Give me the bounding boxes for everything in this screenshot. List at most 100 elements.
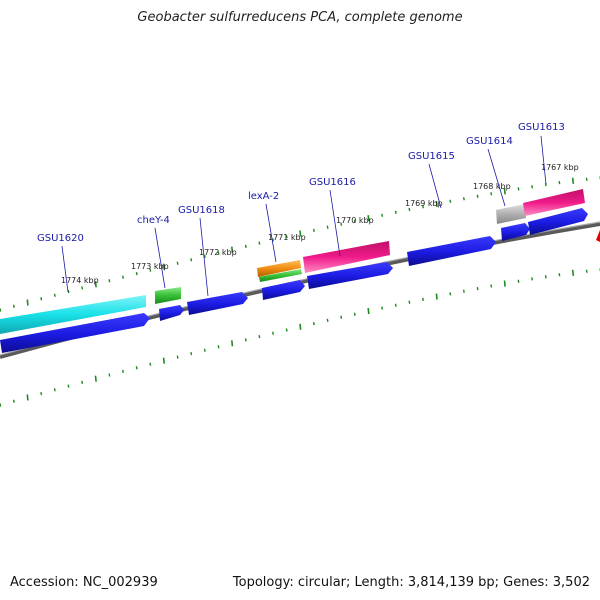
scale-label: 1771 kbp (268, 233, 306, 242)
inner-tick (353, 312, 356, 316)
inner-tick (571, 269, 575, 276)
inner-tick (26, 394, 29, 401)
inner-tick (203, 348, 206, 352)
outer-tick (367, 215, 370, 222)
inner-tick (367, 308, 370, 315)
outer-tick (476, 194, 479, 198)
outer-tick (135, 271, 138, 276)
feature-gsu1614-gray (496, 204, 526, 224)
inner-tick (12, 399, 15, 403)
outer-tick (462, 197, 465, 201)
inner-tick (394, 303, 397, 307)
cds-gsu1616 (307, 262, 393, 289)
outer-tick-ring (0, 176, 600, 312)
inner-tick (312, 321, 315, 326)
genome-stats-text: Topology: circular; Length: 3,814,139 bp… (232, 575, 590, 590)
inner-tick (272, 331, 274, 335)
outer-tick (0, 308, 2, 312)
feature-gsu1613-pink (523, 189, 585, 216)
gene-label: GSU1620 (37, 233, 84, 244)
outer-tick (585, 177, 588, 181)
outer-tick (203, 254, 206, 259)
cds-gsu1618 (187, 292, 248, 315)
feature-lexa2-orange (257, 260, 301, 277)
cds-gsu1615 (407, 236, 496, 266)
outer-tick (558, 180, 561, 185)
inner-tick (149, 362, 152, 366)
inner-tick (285, 328, 288, 332)
outer-tick (53, 293, 56, 297)
outer-tick (435, 200, 438, 208)
inner-tick (67, 384, 70, 388)
inner-tick (544, 275, 547, 279)
inner-tick (476, 286, 479, 291)
outer-tick (381, 213, 384, 217)
outer-tick (94, 281, 97, 288)
inner-tick (122, 369, 124, 374)
inner-tick (135, 366, 138, 370)
outer-tick (108, 279, 111, 283)
outer-tick (272, 238, 274, 242)
scale-label: 1772 kbp (199, 248, 237, 257)
feature-gsu1620-cyan (0, 295, 146, 334)
scale-labels: 1774 kbp 1773 kbp 1772 kbp 1771 kbp 1770… (61, 163, 579, 285)
feature-chey4-green (155, 287, 181, 304)
inner-tick (231, 340, 234, 347)
gene-label: GSU1614 (466, 136, 513, 147)
outer-tick (312, 228, 315, 233)
outer-tick (12, 304, 15, 308)
cds-gsu1613 (528, 208, 588, 235)
scale-label: 1768 kbp (473, 182, 511, 191)
outer-tick (490, 192, 493, 196)
inner-tick (462, 289, 465, 293)
inner-tick (381, 306, 384, 310)
outer-tick (40, 297, 43, 301)
outer-tick (122, 275, 124, 279)
outer-tick (149, 268, 152, 272)
inner-tick (299, 323, 302, 330)
outer-tick (449, 199, 452, 203)
origin-marker-icon (596, 230, 600, 242)
inner-tick (162, 357, 165, 364)
map-title: Geobacter sulfurreducens PCA, complete g… (137, 10, 463, 25)
outer-tick (231, 246, 234, 253)
outer-tick (340, 222, 343, 226)
gene-label: lexA-2 (248, 191, 279, 202)
scale-label: 1770 kbp (336, 216, 374, 225)
gene-label: cheY-4 (137, 215, 170, 226)
outer-tick (571, 177, 575, 184)
inner-tick (503, 280, 506, 287)
inner-tick (422, 297, 424, 302)
outer-tick (258, 241, 261, 245)
inner-tick (108, 373, 111, 377)
outer-tick (531, 185, 534, 189)
inner-tick (517, 279, 520, 283)
outer-tick (326, 225, 329, 229)
feature-gsu1616-pink (303, 241, 390, 273)
inner-tick (190, 351, 193, 356)
outer-tick (217, 251, 220, 255)
inner-tick (490, 284, 493, 288)
outer-tick (422, 205, 424, 209)
outer-tick (81, 286, 84, 290)
outer-tick (517, 187, 520, 191)
cds-gsu1614 (501, 223, 530, 241)
outer-tick (408, 207, 411, 212)
scale-label: 1769 kbp (405, 199, 443, 208)
gene-label: GSU1618 (178, 205, 225, 216)
label-leaders (61, 135, 547, 297)
inner-tick (326, 318, 329, 323)
inner-tick (340, 315, 343, 319)
inner-tick (40, 391, 43, 396)
inner-tick (585, 269, 588, 273)
accession-text: Accession: NC_002939 (10, 575, 158, 590)
gene-label: GSU1616 (309, 177, 356, 188)
inner-tick (435, 293, 438, 300)
inner-tick (558, 273, 561, 277)
outer-tick (67, 289, 70, 294)
inner-tick (176, 355, 179, 359)
feature-lexa2-green (259, 269, 302, 282)
inner-tick (531, 277, 534, 281)
inner-tick (408, 300, 411, 304)
outer-tick (285, 235, 288, 239)
